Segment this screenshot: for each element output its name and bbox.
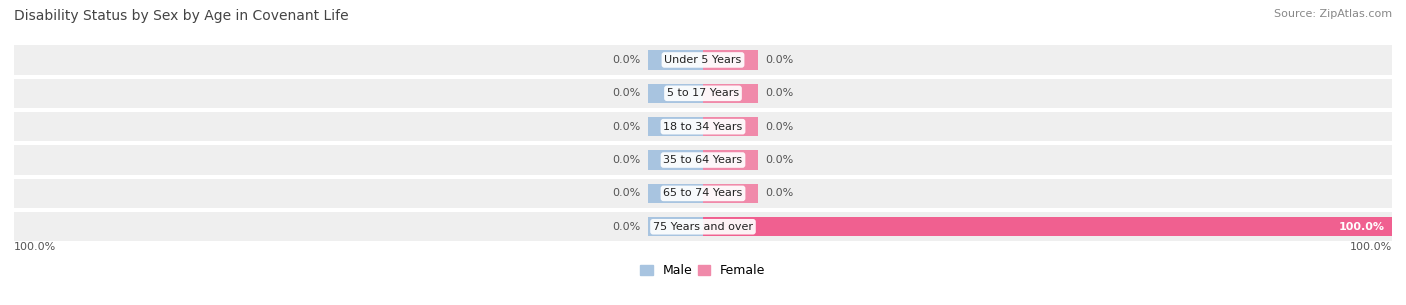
Bar xyxy=(703,184,758,203)
Bar xyxy=(14,45,1392,75)
Bar xyxy=(703,50,758,70)
Bar xyxy=(648,117,703,136)
Bar xyxy=(14,212,1392,242)
Text: 0.0%: 0.0% xyxy=(765,188,793,198)
Text: 0.0%: 0.0% xyxy=(765,155,793,165)
Text: Disability Status by Sex by Age in Covenant Life: Disability Status by Sex by Age in Coven… xyxy=(14,9,349,23)
Text: 0.0%: 0.0% xyxy=(613,55,641,65)
Text: 65 to 74 Years: 65 to 74 Years xyxy=(664,188,742,198)
Text: 5 to 17 Years: 5 to 17 Years xyxy=(666,88,740,98)
Bar xyxy=(648,184,703,203)
Bar xyxy=(648,217,703,236)
Bar xyxy=(703,217,1392,236)
Text: 0.0%: 0.0% xyxy=(613,222,641,232)
Bar xyxy=(703,84,758,103)
Text: 0.0%: 0.0% xyxy=(765,122,793,132)
Legend: Male, Female: Male, Female xyxy=(636,259,770,282)
Text: 0.0%: 0.0% xyxy=(613,188,641,198)
Text: 100.0%: 100.0% xyxy=(1350,242,1392,253)
Bar xyxy=(14,179,1392,208)
Bar xyxy=(703,117,758,136)
Bar xyxy=(14,79,1392,108)
Bar xyxy=(648,84,703,103)
Bar xyxy=(14,112,1392,141)
Bar xyxy=(14,145,1392,175)
Text: Under 5 Years: Under 5 Years xyxy=(665,55,741,65)
Text: 0.0%: 0.0% xyxy=(613,88,641,98)
Text: 0.0%: 0.0% xyxy=(765,88,793,98)
Bar xyxy=(648,50,703,70)
Text: 100.0%: 100.0% xyxy=(1339,222,1385,232)
Text: 35 to 64 Years: 35 to 64 Years xyxy=(664,155,742,165)
Text: 0.0%: 0.0% xyxy=(613,155,641,165)
Text: Source: ZipAtlas.com: Source: ZipAtlas.com xyxy=(1274,9,1392,19)
Text: 100.0%: 100.0% xyxy=(14,242,56,253)
Bar xyxy=(703,150,758,170)
Text: 18 to 34 Years: 18 to 34 Years xyxy=(664,122,742,132)
Bar xyxy=(648,150,703,170)
Text: 75 Years and over: 75 Years and over xyxy=(652,222,754,232)
Text: 0.0%: 0.0% xyxy=(765,55,793,65)
Text: 0.0%: 0.0% xyxy=(613,122,641,132)
